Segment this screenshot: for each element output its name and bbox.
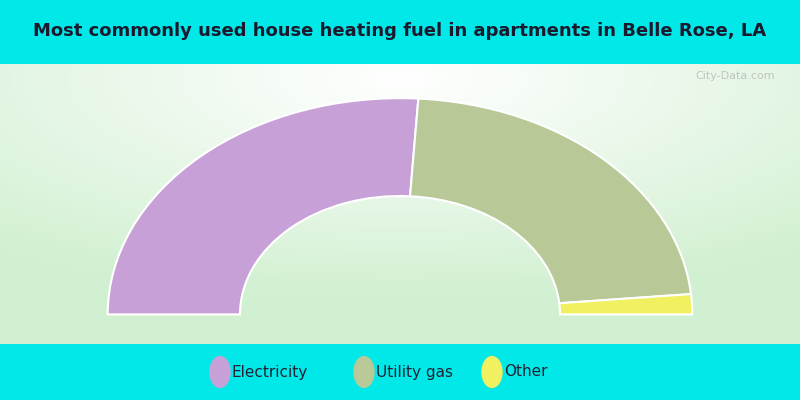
Ellipse shape — [354, 357, 374, 387]
Wedge shape — [108, 98, 418, 314]
Text: Other: Other — [504, 364, 547, 380]
Wedge shape — [559, 294, 692, 314]
Text: City-Data.com: City-Data.com — [696, 71, 775, 81]
Ellipse shape — [482, 357, 502, 387]
Text: Most commonly used house heating fuel in apartments in Belle Rose, LA: Most commonly used house heating fuel in… — [34, 22, 766, 40]
Text: Utility gas: Utility gas — [376, 364, 453, 380]
Text: Electricity: Electricity — [232, 364, 308, 380]
Ellipse shape — [210, 357, 230, 387]
Wedge shape — [410, 98, 691, 303]
